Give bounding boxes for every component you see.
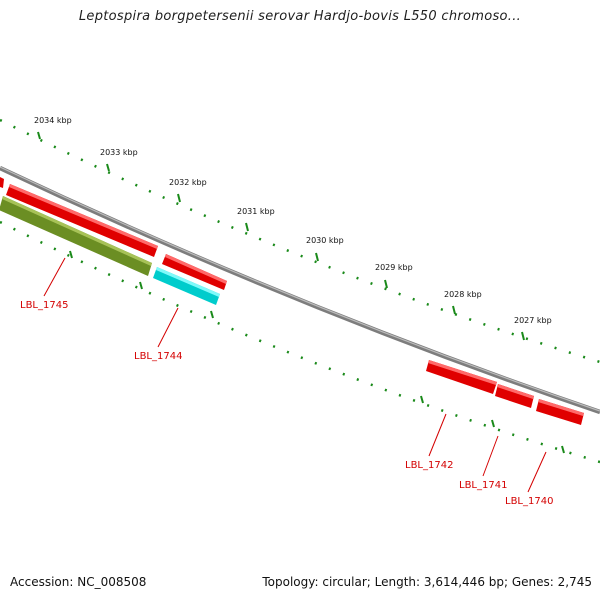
tick-label-2029: 2029 kbp <box>375 263 413 272</box>
genome-summary-text: Topology: circular; Length: 3,614,446 bp… <box>262 575 592 589</box>
gene-LBL_1741[interactable] <box>495 384 534 408</box>
accession-text: Accession: NC_008508 <box>10 575 147 589</box>
gene-label-LBL_1741[interactable]: LBL_1741 <box>459 480 507 491</box>
gene-feature-upper-1[interactable] <box>6 184 158 257</box>
backbone-highlight <box>0 166 600 412</box>
gene-label-LBL_1744[interactable]: LBL_1744 <box>134 351 182 362</box>
leader-line-LBL_1740 <box>527 451 547 493</box>
tick-label-2028: 2028 kbp <box>444 290 482 299</box>
gene-feature-left-edge[interactable] <box>0 177 4 188</box>
major-ticks-outer <box>37 131 525 341</box>
gene-LBL_1742[interactable] <box>426 360 497 394</box>
gene-LBL_1744[interactable] <box>153 267 220 305</box>
gene-label-LBL_1745[interactable]: LBL_1745 <box>20 300 68 311</box>
leader-line-LBL_1741 <box>482 435 499 477</box>
gene-feature-upper-2[interactable] <box>162 254 227 290</box>
map-title: Leptospira borgpetersenii serovar Hardjo… <box>78 9 522 24</box>
inner-tick-ruler <box>0 220 600 464</box>
gene-label-LBL_1742[interactable]: LBL_1742 <box>405 460 453 471</box>
tick-label-2027: 2027 kbp <box>514 316 552 325</box>
tick-label-2031: 2031 kbp <box>237 207 275 216</box>
gene-label-LBL_1740[interactable]: LBL_1740 <box>505 496 553 507</box>
label-leader-lines <box>43 257 547 493</box>
tick-label-2033: 2033 kbp <box>100 148 138 157</box>
tick-label-2032: 2032 kbp <box>169 178 207 187</box>
leader-line-LBL_1745 <box>43 257 66 297</box>
tick-label-2034: 2034 kbp <box>34 116 72 125</box>
gene-LBL_1745[interactable] <box>0 196 152 276</box>
tick-label-2030: 2030 kbp <box>306 236 344 245</box>
leader-line-LBL_1742 <box>428 413 447 457</box>
leader-line-LBL_1744 <box>157 307 179 348</box>
backbone <box>0 165 600 415</box>
major-ticks-inner <box>69 250 565 454</box>
gene-LBL_1740[interactable] <box>536 399 584 425</box>
